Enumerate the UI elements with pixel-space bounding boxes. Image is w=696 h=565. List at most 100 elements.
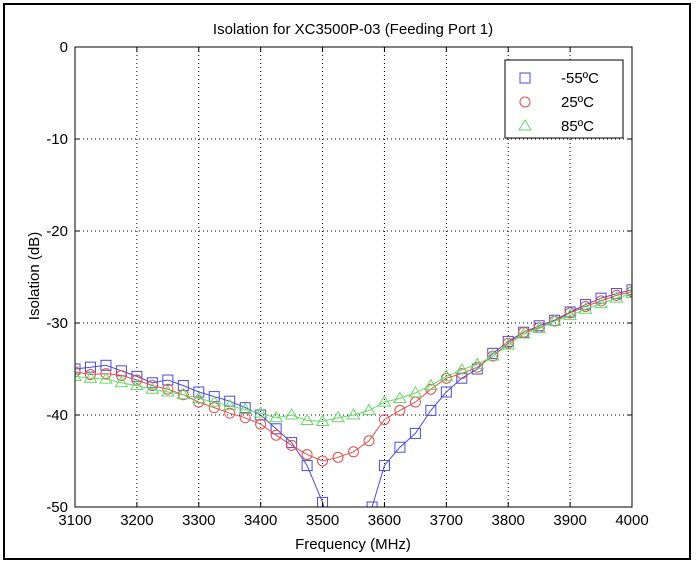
data-point <box>532 321 547 334</box>
figure-frame: 3100 3200 3300 3400 3500 3600 3700 3800 3900 4000… <box>3 3 691 560</box>
data-point <box>191 391 206 403</box>
x-tick-label: 3300 <box>182 512 215 529</box>
y-tick-label: -50 <box>46 499 68 516</box>
data-point <box>300 413 314 426</box>
x-tick-label: 3100 <box>58 512 91 529</box>
data-point <box>363 435 375 447</box>
data-point <box>224 407 236 419</box>
y-tick-label: -40 <box>46 407 68 424</box>
series-1 <box>75 286 632 467</box>
plot-area-border <box>74 46 633 508</box>
data-point <box>301 449 313 461</box>
data-point <box>377 395 392 407</box>
series-0 <box>75 284 632 507</box>
y-tick-label: -10 <box>46 131 68 148</box>
data-point <box>625 286 632 299</box>
legend-label: 25ºC <box>561 94 594 111</box>
data-point <box>409 427 421 439</box>
x-tick-label: 3900 <box>553 512 586 529</box>
data-point <box>563 308 577 321</box>
data-point <box>131 374 143 386</box>
series-layer <box>75 284 632 507</box>
data-point <box>393 391 407 403</box>
data-point <box>176 387 191 400</box>
data-point <box>84 369 96 381</box>
legend: -55ºC 25ºC 85ºC <box>504 59 624 139</box>
data-point <box>439 369 454 381</box>
data-point <box>547 314 562 326</box>
data-point <box>146 380 158 392</box>
isolation-chart: 3100 3200 3300 3400 3500 3600 3700 3800 3900 4000… <box>26 21 649 553</box>
data-point <box>487 347 499 359</box>
legend-marker <box>519 96 531 108</box>
x-tick-label: 3600 <box>368 512 401 529</box>
y-tick-label: -20 <box>46 223 68 240</box>
legend-marker <box>518 119 532 131</box>
data-point <box>501 338 516 350</box>
data-point <box>423 378 438 391</box>
data-point <box>362 403 376 415</box>
data-point <box>408 385 423 398</box>
x-tick-label: 3400 <box>244 512 277 529</box>
data-point <box>100 359 112 371</box>
x-axis-label: Frequency (MHz) <box>295 536 411 553</box>
x-tick-label: 3800 <box>492 512 525 529</box>
data-point <box>348 446 359 458</box>
data-point <box>177 389 189 401</box>
y-tick-label: -30 <box>46 315 68 332</box>
data-point <box>270 423 282 435</box>
legend-marker <box>519 72 531 84</box>
data-point <box>611 289 623 301</box>
data-point <box>366 501 378 507</box>
data-point <box>454 362 469 375</box>
data-point <box>332 451 344 463</box>
data-point <box>269 410 284 423</box>
data-point <box>394 404 406 416</box>
tick-labels: 3100 3200 3300 3400 3500 3600 3700 3800 3900 4000… <box>46 39 648 529</box>
data-point <box>177 380 189 392</box>
series-line <box>75 291 632 462</box>
data-point <box>487 350 499 362</box>
legend-label: 85ºC <box>561 118 594 135</box>
data-point <box>470 357 485 369</box>
y-tick-label: 0 <box>60 39 68 56</box>
data-point <box>270 429 282 441</box>
data-point <box>331 410 345 423</box>
data-point <box>238 402 253 414</box>
data-point <box>301 460 313 472</box>
data-point <box>317 455 329 467</box>
data-point <box>394 441 406 453</box>
chart-title: Isolation for XC3500P-03 (Feeding Port 1… <box>213 21 493 38</box>
data-point <box>440 386 452 398</box>
x-tick-label: 3200 <box>120 512 153 529</box>
data-point <box>83 371 98 383</box>
data-point <box>208 402 220 414</box>
series-line <box>75 289 632 507</box>
data-point <box>239 412 251 424</box>
y-axis-label: Isolation (dB) <box>26 232 43 320</box>
data-point <box>317 496 329 507</box>
legend-label: -55ºC <box>561 70 599 87</box>
data-point <box>114 375 129 388</box>
data-point <box>378 414 390 426</box>
data-point <box>564 307 576 319</box>
data-point <box>578 302 593 314</box>
data-point <box>378 460 390 472</box>
data-point <box>207 395 222 407</box>
data-point <box>255 418 267 430</box>
data-point <box>485 349 500 361</box>
x-tick-label: 3700 <box>430 512 463 529</box>
data-point <box>594 296 608 309</box>
data-point <box>346 408 361 420</box>
data-point <box>75 369 82 381</box>
data-point <box>315 414 330 426</box>
data-point <box>580 300 592 312</box>
data-point <box>595 295 607 307</box>
data-point <box>100 368 112 380</box>
data-point <box>75 363 81 375</box>
data-point <box>609 291 624 303</box>
data-point <box>145 382 160 394</box>
data-point <box>222 398 237 411</box>
data-point <box>284 408 299 420</box>
data-point <box>131 370 143 382</box>
